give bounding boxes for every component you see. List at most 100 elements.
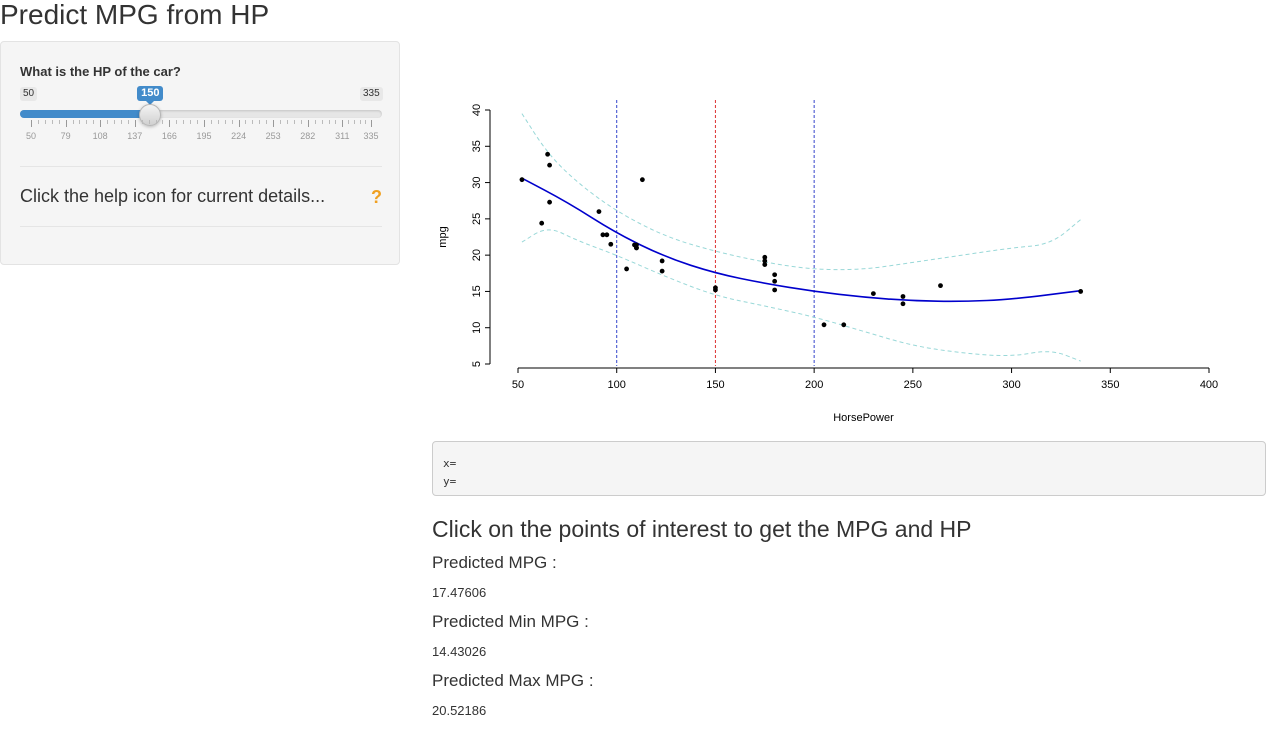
slider-minor-tick	[162, 120, 164, 124]
slider-minor-tick	[353, 120, 355, 124]
slider-major-tick	[100, 120, 102, 127]
slider-major-tick	[203, 120, 205, 127]
slider-minor-tick	[287, 120, 288, 124]
slider-grid-label: 253	[265, 131, 281, 141]
slider-grid-label: 137	[127, 131, 143, 141]
slider-grid: 50 79 108 137 166 195 224 253 282 311 335	[20, 120, 382, 142]
data-point	[596, 209, 602, 214]
slider-minor-tick	[93, 120, 95, 124]
x-tick-label: 100	[608, 379, 626, 391]
data-point	[547, 162, 552, 168]
hp-slider-track[interactable]	[20, 110, 382, 118]
data-point	[900, 301, 906, 307]
slider-minor-tick	[259, 120, 261, 124]
slider-minor-tick	[335, 120, 337, 124]
slider-grid-label: 282	[300, 131, 316, 141]
slider-major-tick	[307, 120, 309, 127]
slider-grid-label: 224	[231, 131, 247, 141]
slider-minor-tick	[114, 120, 116, 124]
slider-minor-tick	[231, 120, 233, 124]
data-point	[600, 232, 606, 238]
mpg-plot[interactable]: 5 10 15 20 25 30 35 40 50 100 150 200 250 300 350 400 Ho…	[432, 88, 1232, 428]
upper-confidence-band	[521, 113, 1081, 271]
divider	[20, 226, 382, 227]
data-point	[539, 220, 545, 226]
slider-grid-label: 50	[25, 131, 36, 141]
slider-grid-label: 195	[196, 131, 212, 141]
slider-grid-label: 79	[60, 131, 71, 141]
slider-major-tick	[238, 120, 240, 127]
slider-minor-tick	[120, 120, 122, 124]
slider-minor-tick	[210, 120, 212, 124]
data-point	[659, 268, 665, 274]
slider-minor-tick	[300, 120, 302, 124]
slider-minor-tick	[314, 120, 316, 124]
slider-minor-tick	[224, 120, 226, 124]
slider-minor-tick	[44, 120, 46, 124]
slider-grid-label: 108	[92, 131, 108, 141]
predicted-min-value: 14.43026	[432, 644, 487, 659]
data-point	[659, 258, 665, 264]
slider-minor-tick	[148, 120, 150, 124]
data-point	[624, 266, 629, 272]
x-tick-label: 350	[1101, 379, 1119, 391]
data-point	[1078, 289, 1084, 294]
click-info-box: x= y=	[432, 441, 1266, 496]
slider-value-label: 150	[137, 86, 164, 105]
data-point	[900, 294, 906, 299]
slider-grid-label: 311	[335, 131, 350, 141]
y-tick-label: 5	[471, 361, 483, 367]
y-axis-label: mpg	[437, 226, 449, 247]
slider-min-label: 50	[20, 87, 38, 101]
help-text: Click the help icon for current details.…	[20, 186, 326, 206]
y-tick-label: 30	[471, 176, 483, 188]
slider-minor-tick	[252, 120, 254, 124]
predicted-mpg-label: Predicted MPG :	[432, 553, 557, 572]
slider-minor-tick	[328, 120, 330, 124]
slider-major-tick	[371, 120, 372, 127]
data-point	[713, 285, 718, 291]
y-tick-label: 15	[471, 285, 483, 297]
slider-minor-tick	[79, 120, 81, 124]
slider-minor-tick	[217, 120, 219, 124]
slider-minor-tick	[86, 120, 88, 124]
data-point	[639, 177, 645, 183]
main-heading: Click on the points of interest to get t…	[432, 516, 972, 542]
data-point	[762, 258, 768, 264]
data-point	[762, 254, 768, 260]
data-point	[772, 287, 778, 293]
sidebar-panel: What is the HP of the car? 50 335 150 50…	[0, 41, 400, 265]
x-tick-label: 200	[805, 379, 823, 391]
slider-minor-tick	[72, 120, 74, 124]
slider-minor-tick	[359, 120, 361, 124]
predicted-min-label: Predicted Min MPG :	[432, 612, 589, 631]
data-point	[821, 322, 827, 328]
data-point	[519, 177, 525, 183]
y-tick-label: 10	[471, 322, 483, 334]
app-title: Predict MPG from HP	[0, 0, 270, 30]
lower-confidence-band	[521, 229, 1081, 362]
slider-minor-tick	[321, 120, 323, 124]
x-axis-label: HorsePower	[833, 412, 894, 424]
slider-major-tick	[342, 120, 344, 127]
slider-minor-tick	[176, 120, 178, 124]
data-point	[841, 322, 847, 328]
slider-minor-tick	[58, 120, 60, 124]
click-y-label: y=	[443, 475, 457, 488]
slider-minor-tick	[183, 120, 185, 124]
data-point	[634, 242, 639, 248]
question-mark-icon[interactable]: ?	[371, 187, 382, 207]
x-tick-label: 400	[1200, 379, 1218, 391]
slider-minor-tick	[190, 120, 192, 124]
y-tick-label: 20	[471, 249, 483, 261]
data-point	[608, 241, 614, 247]
slider-minor-tick	[245, 120, 247, 124]
data-point	[938, 283, 943, 289]
slider-minor-tick	[107, 120, 109, 124]
y-tick-label: 25	[471, 213, 483, 225]
slider-minor-tick	[365, 120, 367, 124]
predicted-mpg-value: 17.47606	[432, 585, 487, 600]
slider-minor-tick	[293, 120, 295, 124]
slider-grid-label: 335	[363, 131, 379, 141]
divider	[20, 166, 382, 167]
